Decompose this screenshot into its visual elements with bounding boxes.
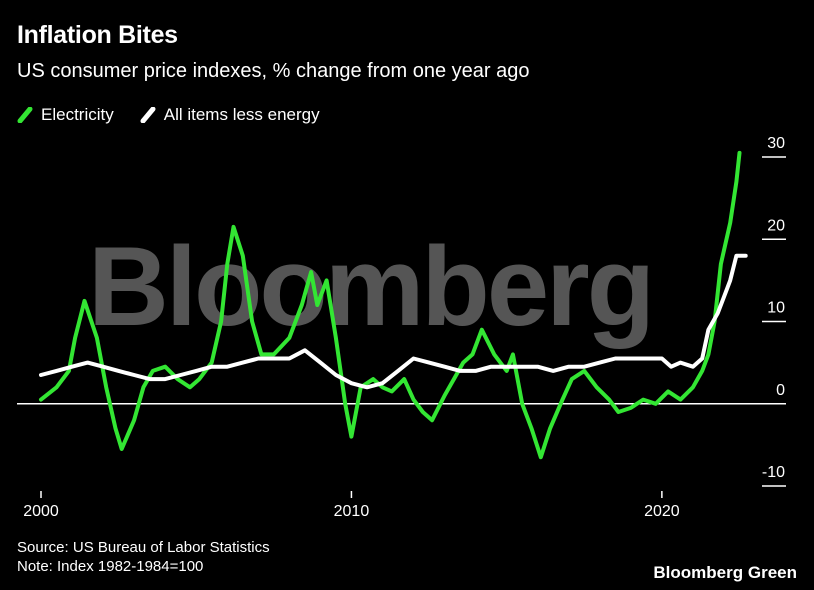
x-tick-label: 2020 xyxy=(644,503,680,520)
diagonal-bar-icon xyxy=(17,107,33,123)
y-tick-label: 10 xyxy=(767,300,785,317)
x-tick-label: 2010 xyxy=(334,503,370,520)
legend-label: All items less energy xyxy=(163,105,320,124)
legend-item-core: All items less energy xyxy=(140,105,320,125)
y-tick-label: 0 xyxy=(776,382,785,399)
watermark: Bloomberg xyxy=(88,224,652,349)
source-note: Source: US Bureau of Labor Statistics xyxy=(17,539,270,556)
x-tick-label: 2000 xyxy=(23,503,59,520)
series-line-electricity xyxy=(39,150,742,460)
brand-logo: Bloomberg Green xyxy=(653,563,797,582)
footer: Source: US Bureau of Labor Statistics No… xyxy=(17,538,270,576)
legend-item-electricity: Electricity xyxy=(17,105,114,125)
legend-label: Electricity xyxy=(41,105,114,124)
diagonal-bar-icon xyxy=(140,107,156,123)
legend: Electricity All items less energy xyxy=(17,105,346,125)
chart-subtitle: US consumer price indexes, % change from… xyxy=(17,60,530,82)
chart-title: Inflation Bites xyxy=(17,21,178,49)
series-line-all-items-less-energy xyxy=(39,253,748,390)
y-tick-label: 30 xyxy=(767,135,785,152)
y-tick-label: 20 xyxy=(767,217,785,234)
y-tick-label: -10 xyxy=(762,464,785,481)
index-note: Note: Index 1982-1984=100 xyxy=(17,558,204,575)
